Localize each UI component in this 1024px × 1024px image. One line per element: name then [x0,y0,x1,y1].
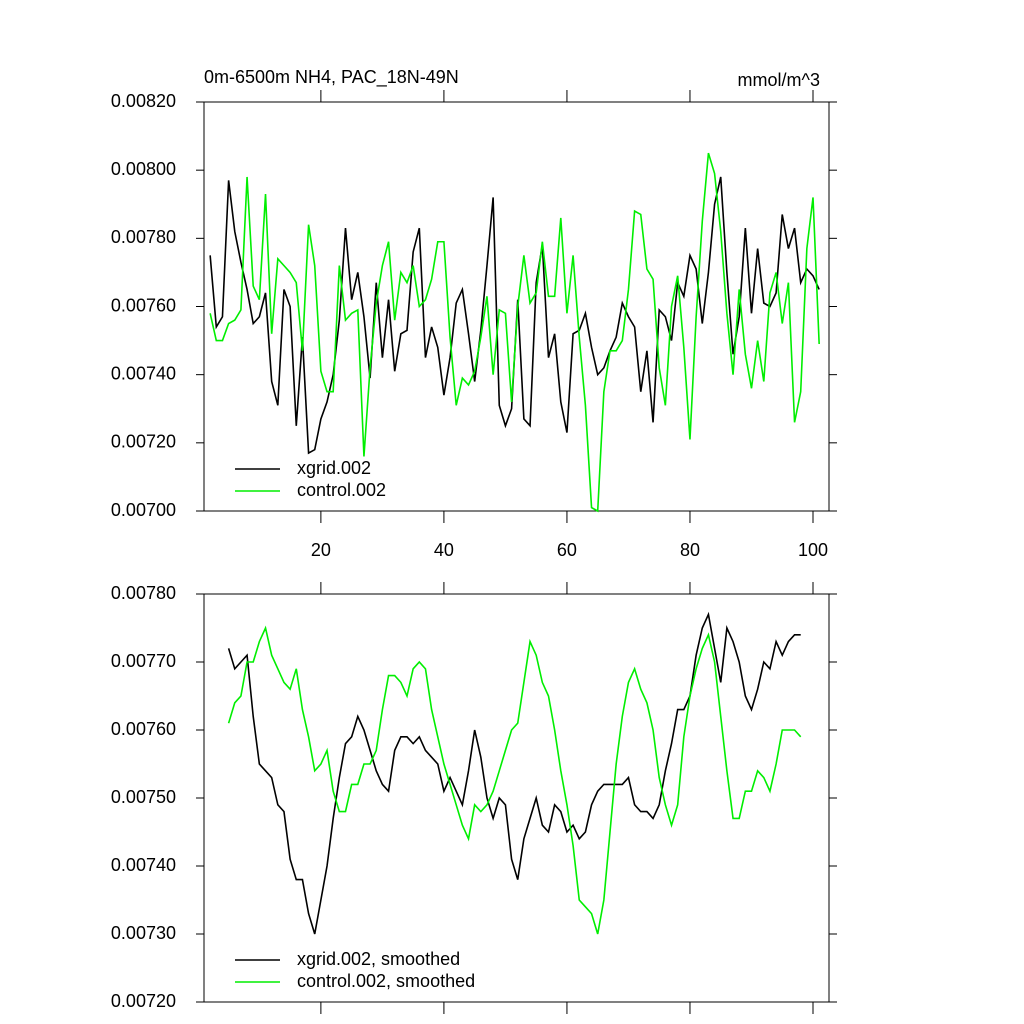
units-label: mmol/m^3 [738,70,820,90]
y-tick-label: 0.00740 [111,363,176,383]
legend-label: xgrid.002 [297,458,371,478]
y-tick-label: 0.00720 [111,991,176,1011]
y-tick-label: 0.00780 [111,227,176,247]
plot-frame [203,593,830,1003]
x-tick-label: 60 [557,540,577,560]
legend-label: control.002 [297,480,386,500]
data-line [227,625,802,935]
data-line [227,611,801,935]
y-tick-label: 0.00740 [111,855,176,875]
y-tick-label: 0.00770 [111,651,176,671]
y-tick-label: 0.00700 [111,500,176,520]
y-tick-label: 0.00720 [111,432,176,452]
y-tick-label: 0.00750 [111,787,176,807]
x-tick-label: 40 [434,540,454,560]
x-tick-label: 80 [680,540,700,560]
y-tick-label: 0.00780 [111,583,176,603]
y-tick-label: 0.00730 [111,923,176,943]
x-tick-label: 20 [311,540,331,560]
y-tick-label: 0.00760 [111,719,176,739]
legend-label: xgrid.002, smoothed [297,949,460,969]
y-tick-label: 0.00760 [111,295,176,315]
legend-label: control.002, smoothed [297,971,475,991]
data-line [209,152,820,513]
chart-title: 0m-6500m NH4, PAC_18N-49N [204,67,459,88]
y-tick-label: 0.00820 [111,91,176,111]
x-tick-label: 100 [798,540,828,560]
y-tick-label: 0.00800 [111,159,176,179]
